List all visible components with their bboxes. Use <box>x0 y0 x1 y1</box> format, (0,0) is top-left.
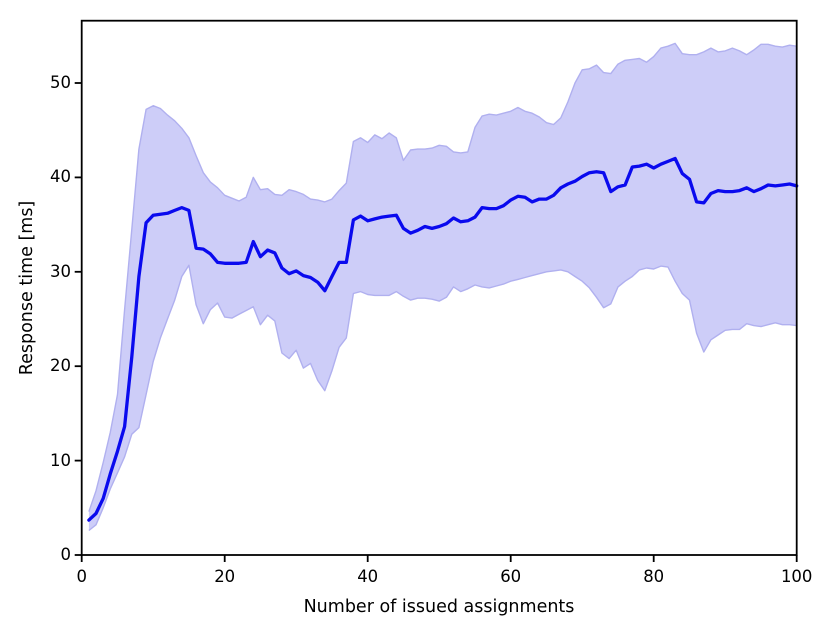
x-tick-label: 40 <box>357 567 379 586</box>
y-tick-label: 0 <box>60 545 72 564</box>
band-lower-edge <box>88 264 797 532</box>
x-tick-label: 0 <box>76 567 87 586</box>
x-tick-label: 20 <box>214 567 236 586</box>
y-tick-label: 20 <box>50 356 71 376</box>
plot-frame <box>80 19 798 556</box>
x-tick-label: 100 <box>780 567 813 586</box>
mean-line <box>87 156 799 522</box>
x-axis-title: Number of issued assignments <box>303 597 575 617</box>
y-tick-label: 40 <box>50 167 71 187</box>
y-axis-title: Response time [ms] <box>17 200 37 376</box>
y-tick-label: 10 <box>50 450 71 470</box>
y-tick-label: 30 <box>50 261 71 281</box>
y-tick-label: 50 <box>50 73 71 92</box>
confidence-band <box>88 43 797 531</box>
band-upper-edge <box>88 42 797 512</box>
x-tick-label: 60 <box>500 567 522 586</box>
x-tick-label: 80 <box>643 567 665 586</box>
